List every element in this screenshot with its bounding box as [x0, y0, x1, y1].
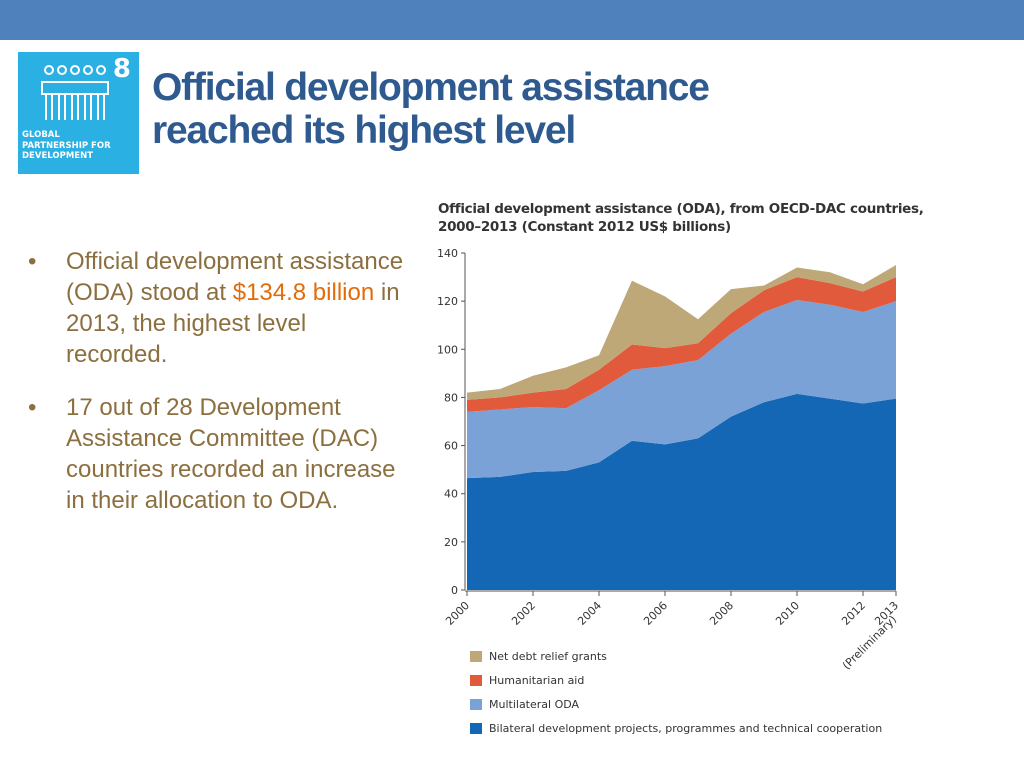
area-series-0: [467, 393, 896, 590]
legend-label: Multilateral ODA: [489, 697, 580, 711]
chart-legend: Net debt relief grants Humanitarian aid Mu…: [470, 644, 882, 740]
x-tick-label-2012: 2012: [839, 599, 868, 628]
bullet-list: • Official development assistance (ODA) …: [28, 246, 408, 516]
y-tick-label-20: 20: [444, 536, 458, 549]
x-tick-label-2000: 2000: [443, 599, 472, 628]
y-tick-label-100: 100: [437, 343, 458, 356]
bullet-marker: •: [28, 248, 37, 275]
legend-item: Multilateral ODA: [470, 692, 882, 716]
top-accent-bar: [0, 0, 1024, 40]
bullet-text: 17 out of 28 Development Assistance Comm…: [66, 394, 396, 514]
legend-item: Net debt relief grants: [470, 644, 882, 668]
y-tick-label-60: 60: [444, 440, 458, 453]
legend-swatch: [470, 722, 482, 734]
y-tick-label-0: 0: [451, 584, 458, 597]
bullet-item-dac-countries: • 17 out of 28 Development Assistance Co…: [28, 392, 408, 516]
y-tick-label-120: 120: [437, 295, 458, 308]
area-series-3: [467, 265, 896, 400]
legend-label: Bilateral development projects, programm…: [489, 721, 883, 735]
legend-item: Humanitarian aid: [470, 668, 882, 692]
area-series-1: [467, 299, 896, 479]
bullet-text-end: in 2013, the highest level recorded.: [66, 279, 400, 368]
legend-item: Bilateral development projects, programm…: [470, 716, 882, 740]
x-tick-label-2010: 2010: [773, 599, 802, 628]
slide-title: Official development assistance reached …: [152, 66, 710, 152]
legend-swatch: [470, 674, 482, 686]
legend-swatch: [470, 650, 482, 662]
legend-label: Net debt relief grants: [489, 649, 607, 663]
sdg-goal-8-logo: 8 GLOBAL PARTNERSHIP FOR DEVELOPMENT: [18, 52, 139, 174]
chart-title: Official development assistance (ODA), f…: [438, 201, 924, 235]
goal-caption: GLOBAL PARTNERSHIP FOR DEVELOPMENT: [22, 130, 111, 161]
legend-label: Humanitarian aid: [489, 673, 585, 687]
bullet-marker: •: [28, 394, 37, 421]
bullet-text-start: Official development assistance (ODA) st…: [66, 248, 404, 306]
legend-swatch: [470, 698, 482, 710]
x-tick-label-2002: 2002: [509, 599, 538, 628]
area-series-2: [467, 277, 896, 412]
x-tick-label-2006: 2006: [641, 599, 670, 628]
x-tick-label-2004: 2004: [575, 599, 604, 628]
y-tick-label-80: 80: [444, 391, 458, 404]
y-tick-label-40: 40: [444, 488, 458, 501]
people-group-icon: [41, 65, 109, 120]
highlight-amount: $134.8 billion: [232, 279, 375, 306]
bullet-item-oda-amount: • Official development assistance (ODA) …: [28, 246, 408, 370]
x-tick-label-2008: 2008: [707, 599, 736, 628]
y-tick-label-140: 140: [437, 247, 458, 260]
goal-number: 8: [112, 54, 131, 84]
